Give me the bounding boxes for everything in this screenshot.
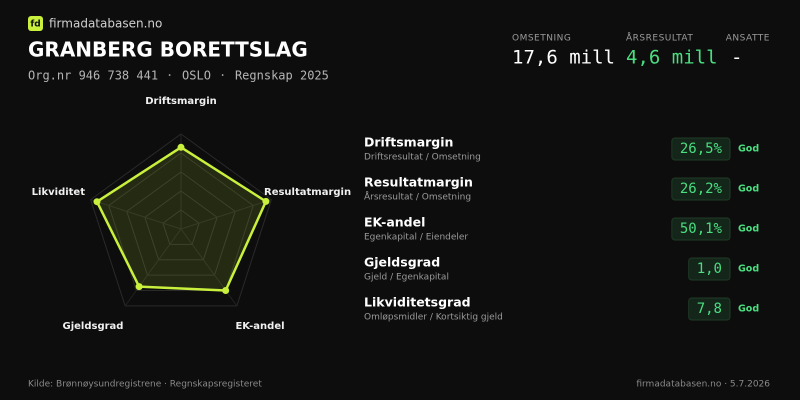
axis-label: EK-andel (235, 321, 284, 332)
grid-ring (90, 133, 272, 307)
ratio-description: Driftsresultat / Omsetning (364, 153, 481, 163)
ratio-name: Driftsmargin (364, 135, 453, 150)
value-box (671, 217, 731, 241)
ratio-value: 26,2% (680, 181, 723, 197)
meta-item: Org.nr 946 738 441 (28, 69, 158, 83)
rating: God (738, 144, 759, 155)
ratio-description: Egenkapital / Eiendeler (364, 233, 468, 243)
ratio-name: EK-andel (364, 215, 425, 230)
ratio-name: Likviditetsgrad (364, 295, 471, 310)
ratio-value: 50,1% (680, 221, 723, 237)
ratio-name: Resultatmargin (364, 175, 473, 190)
value-box (671, 177, 731, 201)
radar-area (95, 146, 268, 292)
ratio-description: Gjeld / Egenkapital (364, 273, 449, 283)
ratio-value: 26,5% (680, 141, 723, 157)
company-title: GRANBERG BORETTSLAG (28, 38, 308, 62)
axis-label: Likviditet (32, 187, 86, 198)
rating: God (738, 184, 759, 195)
ratio-list: Driftsmargin Driftsresultat / Omsetning 26… (364, 135, 759, 323)
site-date: firmadatabasen.no · 5.7.2026 (636, 380, 770, 390)
spoke (124, 228, 182, 307)
meta-line: Org.nr 946 738 441 · OSLO · Regnskap 2025 (28, 69, 329, 83)
ratio-name: Gjeldsgrad (364, 255, 440, 270)
figure-value: 17,6 mill (512, 47, 615, 69)
rating: God (738, 224, 759, 235)
separator: · (166, 69, 173, 83)
grid-ring (144, 190, 218, 261)
figure-label: OMSETNING (512, 34, 571, 44)
ratio-value: 1,0 (697, 261, 722, 277)
spoke (180, 199, 272, 230)
radar-chart: Driftsmargin Resultatmargin EK-andel Gjelds… (32, 96, 351, 332)
radar-point (222, 286, 230, 294)
axis-label: Gjeldsgrad (63, 321, 124, 332)
figure-value: 4,6 mill (626, 47, 718, 69)
rating: God (738, 264, 759, 275)
rating: God (738, 304, 759, 315)
ratio-description: Årsresultat / Omsetning (364, 191, 471, 203)
figure-label: ÅRSRESULTAT (626, 32, 693, 44)
meta-item: Regnskap 2025 (235, 69, 329, 83)
value-box (671, 137, 731, 161)
radar-point (177, 143, 185, 151)
separator: · (219, 69, 226, 83)
logo: fd (30, 20, 40, 30)
grid-ring (108, 152, 254, 291)
grid-ring (162, 209, 200, 245)
figure-label: ANSATTE (726, 34, 770, 44)
ratio-value: 7,8 (697, 301, 722, 317)
source: Kilde: Brønnøysundregistrene · Regnskaps… (28, 380, 262, 390)
axis-label: Driftsmargin (145, 96, 217, 107)
axis-label: Resultatmargin (264, 187, 351, 198)
radar-point (93, 198, 101, 206)
meta-item: OSLO (182, 69, 211, 83)
value-box (688, 257, 731, 281)
brand: firmadatabasen.no (49, 17, 162, 31)
radar-point (135, 283, 143, 291)
ratio-description: Omløpsmidler / Kortsiktig gjeld (364, 313, 503, 323)
grid-ring (126, 171, 236, 276)
key-figures: OMSETNING 17,6 mill ÅRSRESULTAT 4,6 mill ANS… (512, 32, 770, 69)
spoke (90, 199, 182, 230)
value-box (688, 297, 731, 321)
figure-value: - (731, 47, 742, 69)
logo-box (28, 16, 43, 31)
radar-point (262, 197, 270, 205)
